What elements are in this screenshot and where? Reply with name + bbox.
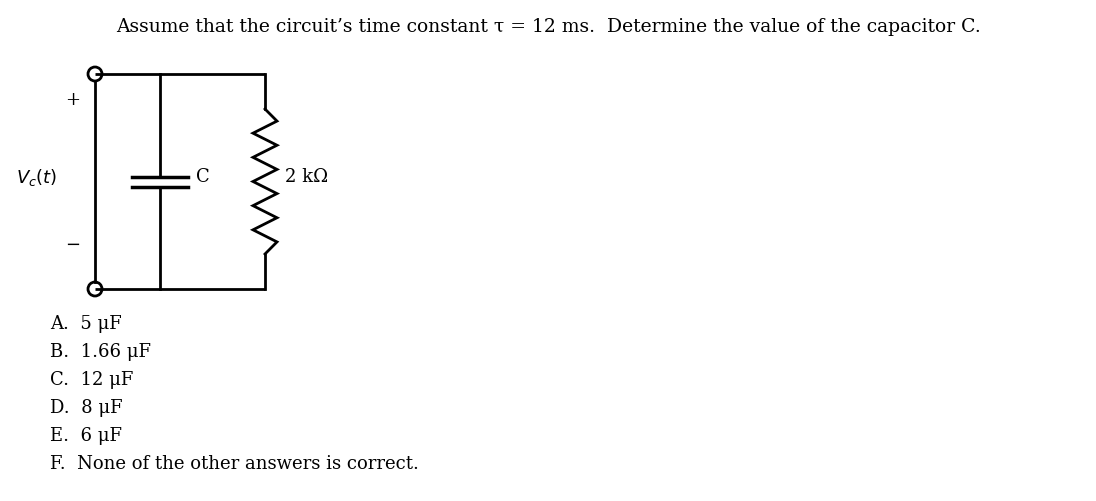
Text: A.  5 μF: A. 5 μF [50, 314, 122, 332]
Text: C: C [196, 168, 209, 186]
Text: C.  12 μF: C. 12 μF [50, 370, 134, 388]
Text: $V_c(t)$: $V_c(t)$ [15, 167, 57, 188]
Text: E.  6 μF: E. 6 μF [50, 426, 122, 444]
Text: D.  8 μF: D. 8 μF [50, 398, 123, 416]
Text: +: + [66, 91, 80, 109]
Text: Assume that the circuit’s time constant τ = 12 ms.  Determine the value of the c: Assume that the circuit’s time constant … [115, 18, 981, 36]
Text: F.  None of the other answers is correct.: F. None of the other answers is correct. [50, 454, 419, 472]
Text: B.  1.66 μF: B. 1.66 μF [50, 342, 151, 360]
Text: −: − [66, 235, 81, 254]
Text: 2 kΩ: 2 kΩ [285, 168, 328, 186]
